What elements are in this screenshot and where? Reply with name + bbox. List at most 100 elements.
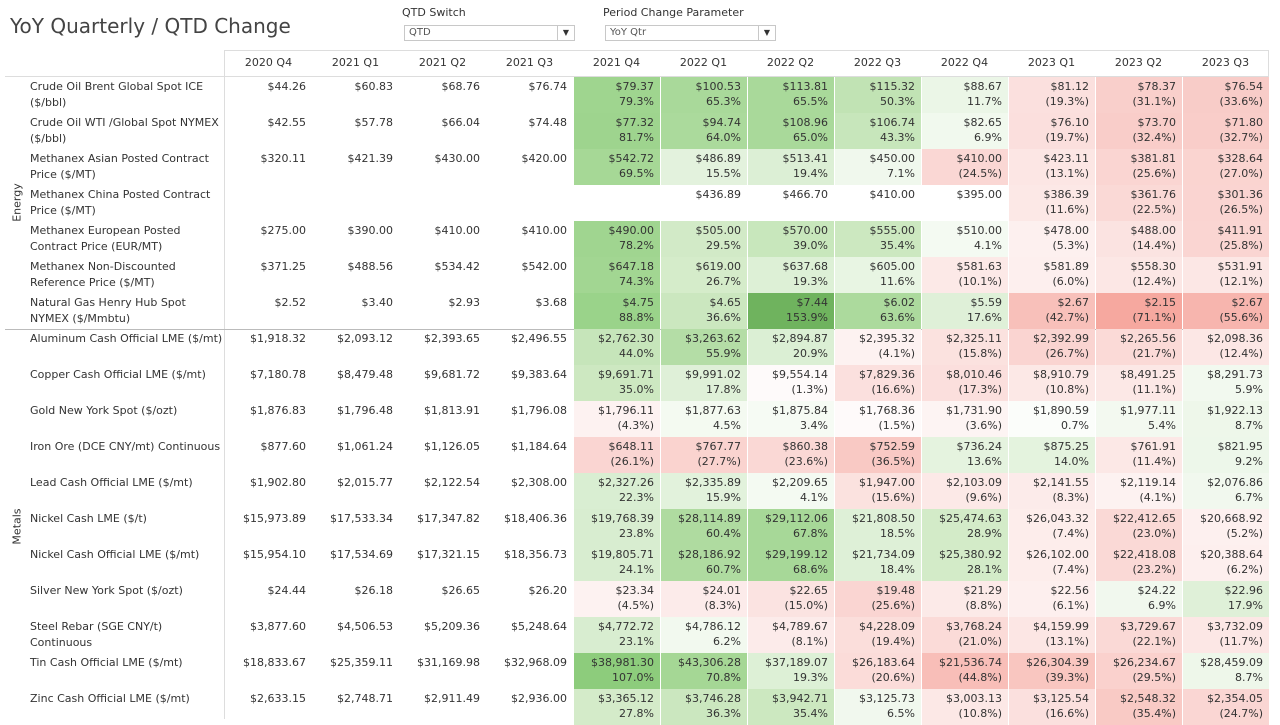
table-cell[interactable]: $26,234.67 (29.5%) [1096, 653, 1182, 689]
table-cell[interactable]: $411.91 (25.8%) [1183, 221, 1269, 257]
table-cell[interactable]: $9,991.02 17.8% [661, 365, 747, 401]
table-cell[interactable]: $25,474.63 28.9% [922, 509, 1008, 545]
table-cell[interactable]: $23.34 (4.5%) [574, 581, 660, 617]
table-cell[interactable] [574, 185, 660, 221]
table-cell[interactable]: $9,383.64 [487, 365, 573, 401]
table-cell[interactable]: $9,554.14 (1.3%) [748, 365, 834, 401]
table-cell[interactable] [226, 185, 312, 221]
table-cell[interactable]: $3,732.09 (11.7%) [1183, 617, 1269, 653]
table-cell[interactable]: $466.70 [748, 185, 834, 221]
table-cell[interactable]: $22.65 (15.0%) [748, 581, 834, 617]
table-cell[interactable]: $26.20 [487, 581, 573, 617]
qtd-switch-dropdown[interactable]: QTD ▼ [404, 25, 575, 41]
table-cell[interactable]: $71.80 (32.7%) [1183, 113, 1269, 149]
table-cell[interactable]: $17,533.34 [313, 509, 399, 545]
table-cell[interactable]: $2,015.77 [313, 473, 399, 509]
table-cell[interactable]: $1,876.83 [226, 401, 312, 437]
chevron-down-icon[interactable]: ▼ [557, 26, 574, 40]
table-cell[interactable]: $88.67 11.7% [922, 77, 1008, 113]
table-cell[interactable]: $2,076.86 6.7% [1183, 473, 1269, 509]
table-cell[interactable]: $2,119.14 (4.1%) [1096, 473, 1182, 509]
table-cell[interactable]: $3,003.13 (10.8%) [922, 689, 1008, 725]
table-cell[interactable]: $510.00 4.1% [922, 221, 1008, 257]
table-cell[interactable]: $531.91 (12.1%) [1183, 257, 1269, 293]
table-cell[interactable]: $76.74 [487, 77, 573, 113]
table-cell[interactable]: $1,796.08 [487, 401, 573, 437]
table-cell[interactable]: $361.76 (22.5%) [1096, 185, 1182, 221]
table-cell[interactable]: $410.00 [400, 221, 486, 257]
table-cell[interactable]: $68.76 [400, 77, 486, 113]
table-cell[interactable]: $1,947.00 (15.6%) [835, 473, 921, 509]
table-cell[interactable]: $647.18 74.3% [574, 257, 660, 293]
table-cell[interactable]: $76.54 (33.6%) [1183, 77, 1269, 113]
table-cell[interactable]: $26,102.00 (7.4%) [1009, 545, 1095, 581]
table-cell[interactable]: $60.83 [313, 77, 399, 113]
table-cell[interactable]: $20,668.92 (5.2%) [1183, 509, 1269, 545]
table-cell[interactable]: $17,347.82 [400, 509, 486, 545]
table-cell[interactable]: $5,248.64 [487, 617, 573, 653]
table-cell[interactable]: $21.29 (8.8%) [922, 581, 1008, 617]
table-cell[interactable]: $7,829.36 (16.6%) [835, 365, 921, 401]
table-cell[interactable]: $555.00 35.4% [835, 221, 921, 257]
table-cell[interactable]: $22.96 17.9% [1183, 581, 1269, 617]
table-cell[interactable]: $4.65 36.6% [661, 293, 747, 329]
table-cell[interactable]: $3,125.54 (16.6%) [1009, 689, 1095, 725]
table-cell[interactable]: $450.00 7.1% [835, 149, 921, 185]
table-cell[interactable]: $390.00 [313, 221, 399, 257]
table-cell[interactable]: $8,479.48 [313, 365, 399, 401]
table-cell[interactable]: $542.72 69.5% [574, 149, 660, 185]
table-cell[interactable]: $1,768.36 (1.5%) [835, 401, 921, 437]
table-cell[interactable]: $2,354.05 (24.7%) [1183, 689, 1269, 725]
table-cell[interactable]: $17,321.15 [400, 545, 486, 581]
table-cell[interactable]: $31,169.98 [400, 653, 486, 689]
table-cell[interactable]: $877.60 [226, 437, 312, 473]
table-cell[interactable]: $581.89 (6.0%) [1009, 257, 1095, 293]
table-cell[interactable]: $2,122.54 [400, 473, 486, 509]
table-cell[interactable]: $8,291.73 5.9% [1183, 365, 1269, 401]
table-cell[interactable]: $3,125.73 6.5% [835, 689, 921, 725]
table-cell[interactable]: $410.00 [487, 221, 573, 257]
table-cell[interactable]: $43,306.28 70.8% [661, 653, 747, 689]
table-cell[interactable]: $2.52 [226, 293, 312, 329]
table-cell[interactable]: $22.56 (6.1%) [1009, 581, 1095, 617]
table-cell[interactable]: $3,746.28 36.3% [661, 689, 747, 725]
table-cell[interactable]: $3,729.67 (22.1%) [1096, 617, 1182, 653]
table-cell[interactable]: $8,491.25 (11.1%) [1096, 365, 1182, 401]
table-cell[interactable]: $1,184.64 [487, 437, 573, 473]
table-cell[interactable]: $21,536.74 (44.8%) [922, 653, 1008, 689]
table-cell[interactable]: $2,936.00 [487, 689, 573, 725]
table-cell[interactable]: $2,395.32 (4.1%) [835, 329, 921, 365]
table-cell[interactable]: $2,325.11 (15.8%) [922, 329, 1008, 365]
table-cell[interactable]: $581.63 (10.1%) [922, 257, 1008, 293]
table-cell[interactable]: $15,973.89 [226, 509, 312, 545]
table-cell[interactable]: $534.42 [400, 257, 486, 293]
table-cell[interactable]: $301.36 (26.5%) [1183, 185, 1269, 221]
table-cell[interactable]: $66.04 [400, 113, 486, 149]
table-cell[interactable]: $395.00 [922, 185, 1008, 221]
table-cell[interactable]: $1,061.24 [313, 437, 399, 473]
table-cell[interactable]: $421.39 [313, 149, 399, 185]
table-cell[interactable]: $1,977.11 5.4% [1096, 401, 1182, 437]
table-cell[interactable]: $3,263.62 55.9% [661, 329, 747, 365]
table-cell[interactable]: $767.77 (27.7%) [661, 437, 747, 473]
table-cell[interactable]: $386.39 (11.6%) [1009, 185, 1095, 221]
table-cell[interactable]: $275.00 [226, 221, 312, 257]
table-cell[interactable]: $1,731.90 (3.6%) [922, 401, 1008, 437]
table-cell[interactable]: $115.32 50.3% [835, 77, 921, 113]
table-cell[interactable]: $2,141.55 (8.3%) [1009, 473, 1095, 509]
table-cell[interactable]: $1,877.63 4.5% [661, 401, 747, 437]
table-cell[interactable]: $22,412.65 (23.0%) [1096, 509, 1182, 545]
table-cell[interactable]: $486.89 15.5% [661, 149, 747, 185]
table-cell[interactable]: $108.96 65.0% [748, 113, 834, 149]
table-cell[interactable]: $478.00 (5.3%) [1009, 221, 1095, 257]
chevron-down-icon[interactable]: ▼ [758, 26, 775, 40]
table-cell[interactable]: $875.25 14.0% [1009, 437, 1095, 473]
table-cell[interactable]: $3,877.60 [226, 617, 312, 653]
table-cell[interactable]: $76.10 (19.7%) [1009, 113, 1095, 149]
table-cell[interactable]: $4,789.67 (8.1%) [748, 617, 834, 653]
table-cell[interactable]: $74.48 [487, 113, 573, 149]
table-cell[interactable]: $371.25 [226, 257, 312, 293]
table-cell[interactable]: $82.65 6.9% [922, 113, 1008, 149]
table-cell[interactable]: $2,548.32 (35.4%) [1096, 689, 1182, 725]
table-cell[interactable]: $2,894.87 20.9% [748, 329, 834, 365]
